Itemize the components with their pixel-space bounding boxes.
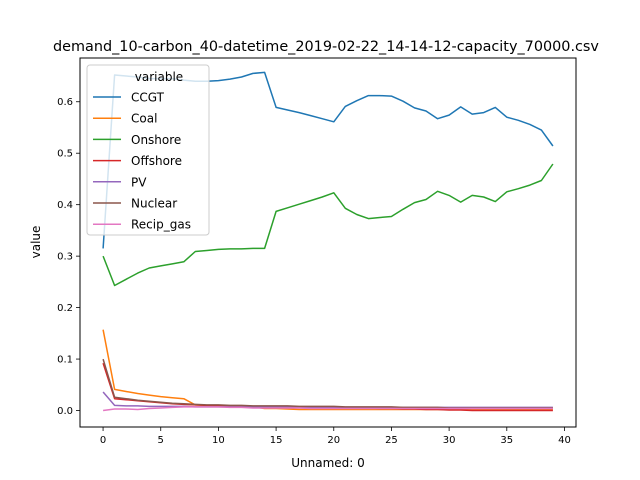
x-tick-label: 20 xyxy=(327,435,340,446)
legend-label-offshore: Offshore xyxy=(131,154,182,168)
plot-frame xyxy=(79,57,577,428)
x-tick-label: 0 xyxy=(100,435,106,446)
series-line-recip_gas xyxy=(103,406,553,412)
legend-label-recip_gas: Recip_gas xyxy=(131,218,191,232)
chart-title: demand_10-carbon_40-datetime_2019-02-22_… xyxy=(53,39,599,55)
legend-title: variable xyxy=(135,70,183,84)
y-axis-label: value xyxy=(29,226,43,259)
y-tick-label: 0.1 xyxy=(57,355,73,366)
y-tick-label: 0.3 xyxy=(57,252,73,263)
x-axis-label: Unnamed: 0 xyxy=(291,456,365,470)
series-line-onshore xyxy=(102,163,554,287)
y-tick-label: 0.4 xyxy=(57,200,73,211)
series-line-nuclear xyxy=(102,358,553,409)
x-tick-label: 35 xyxy=(500,435,513,446)
y-axis: 0.0 0.1 0.2 0.3 0.4 0.5 0.6 xyxy=(57,97,80,417)
legend-box xyxy=(86,64,210,236)
legend-label-pv: PV xyxy=(131,175,147,189)
x-tick-label: 30 xyxy=(443,435,456,446)
series-line-pv xyxy=(102,391,553,409)
y-tick-label: 0.5 xyxy=(57,149,73,160)
y-tick-label: 0.0 xyxy=(57,406,73,417)
x-tick-label: 40 xyxy=(558,435,571,446)
legend-label-ccgt: CCGT xyxy=(131,91,165,105)
x-tick-label: 15 xyxy=(270,435,283,446)
x-tick-label: 25 xyxy=(385,435,398,446)
series-lines xyxy=(102,71,554,412)
x-tick-label: 5 xyxy=(158,435,164,446)
legend-items: CCGT Coal Onshore Offshore PV Nuclear Recip_ga… xyxy=(93,91,191,232)
y-tick-label: 0.6 xyxy=(57,97,73,108)
y-tick-label: 0.2 xyxy=(57,303,73,314)
legend-label-nuclear: Nuclear xyxy=(131,197,177,211)
legend-label-onshore: Onshore xyxy=(131,133,181,147)
x-axis: 0 5 10 15 20 25 30 35 40 xyxy=(100,427,571,446)
legend: variable CCGT Coal Onshore Offshore PV Nuclea… xyxy=(86,64,210,236)
legend-label-coal: Coal xyxy=(131,112,157,126)
x-tick-label: 10 xyxy=(212,435,225,446)
series-line-coal xyxy=(102,329,553,411)
